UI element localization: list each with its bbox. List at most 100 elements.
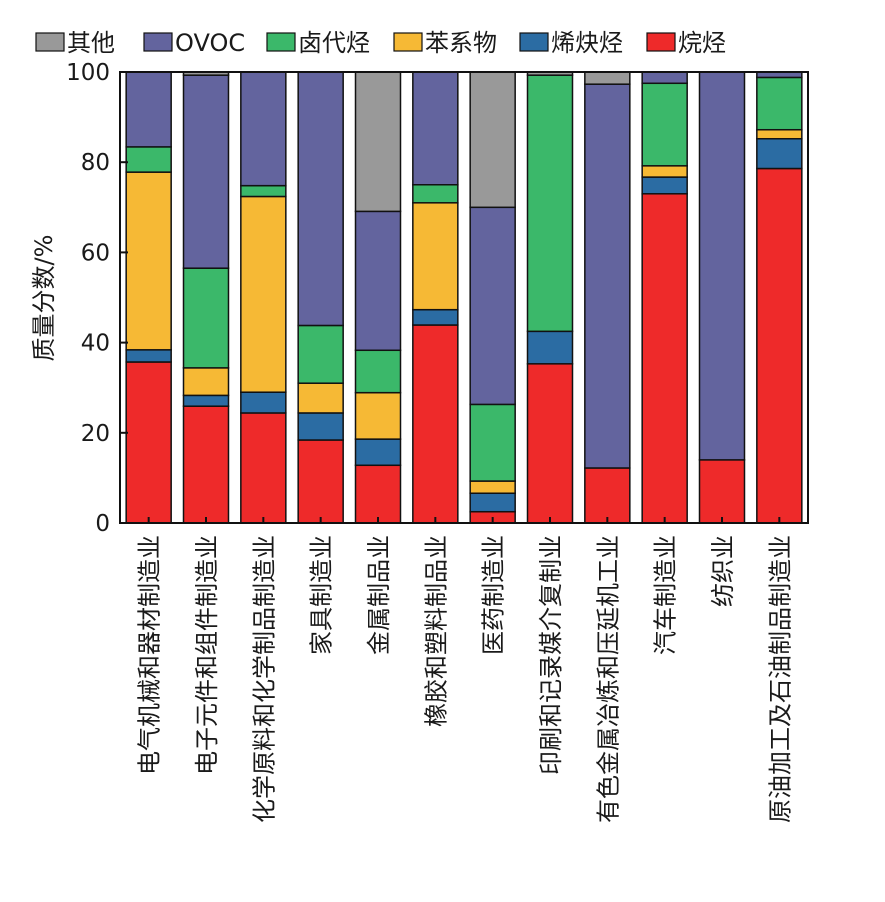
bar-segment: [182, 267, 230, 369]
x-tick-label: 纺织业: [709, 535, 737, 607]
bar-segment: [641, 82, 688, 167]
bar-segment: [182, 405, 230, 524]
legend-label: 卤代烃: [298, 29, 370, 57]
bar-segment: [240, 412, 287, 524]
bar-segment: [297, 439, 344, 524]
x-tick-label: 印刷和记录媒介复制业: [537, 535, 565, 775]
legend-label: 其他: [67, 29, 115, 57]
y-axis: 0 20 40 60 80 100: [66, 60, 128, 537]
y-tick-label: 20: [81, 421, 110, 447]
bar-segment: [354, 464, 402, 524]
bar-segment: [354, 210, 402, 352]
bar-segment: [412, 184, 459, 204]
bar-stack: [469, 71, 516, 524]
bar-segment: [641, 165, 688, 178]
bar-segment: [584, 71, 631, 85]
bars: [125, 71, 803, 524]
bar-segment: [125, 146, 172, 173]
legend-label: 苯系物: [425, 29, 497, 57]
bar-segment: [756, 167, 803, 524]
x-tick-label: 家具制造业: [308, 535, 336, 655]
bar-segment: [641, 71, 688, 85]
bar-segment: [182, 367, 230, 397]
bar-segment: [412, 308, 459, 326]
legend-item: 其他: [35, 29, 115, 57]
bar-segment: [469, 492, 516, 513]
bar-segment: [297, 382, 344, 414]
x-tick-label: 橡胶和塑料制品业: [422, 535, 450, 727]
bar-segment: [641, 193, 688, 524]
bar-segment: [297, 324, 344, 384]
bar-stack: [412, 71, 459, 524]
bar-segment: [469, 480, 516, 494]
legend-label: OVOC: [175, 29, 245, 57]
legend-label: 烯炔烃: [551, 29, 623, 57]
y-tick-label: 60: [81, 240, 110, 266]
plot-frame: [119, 71, 809, 524]
bar-segment: [354, 391, 402, 440]
bar-segment: [469, 206, 516, 406]
legend-item: 卤代烃: [266, 29, 370, 57]
y-tick-label: 40: [81, 331, 110, 357]
bar-segment: [469, 403, 516, 482]
bar-segment: [584, 83, 631, 469]
bar-segment: [240, 184, 287, 198]
x-tick-label: 电气机械和器材制造业: [136, 535, 164, 775]
bar-segment: [412, 202, 459, 311]
legend-swatch: [519, 32, 549, 52]
bar-segment: [125, 171, 172, 351]
legend-swatch: [266, 32, 296, 52]
bar-stack: [756, 71, 803, 524]
bar-segment: [526, 74, 574, 333]
x-tick-label: 有色金属冶炼和压延机工业: [594, 535, 622, 823]
bar-stack: [526, 71, 574, 524]
bar-segment: [756, 128, 803, 140]
legend-item: 苯系物: [393, 29, 497, 57]
bar-segment: [297, 412, 344, 441]
bar-stack: [125, 71, 172, 524]
bar-segment: [182, 394, 230, 407]
bar-stack: [584, 71, 631, 524]
legend-swatch: [143, 32, 173, 52]
x-tick-label: 金属制品业: [365, 535, 393, 655]
bar-segment: [354, 71, 402, 213]
x-tick-label: 化学原料和化学制品制造业: [250, 535, 278, 823]
x-axis: 电气机械和器材制造业 电子元件和组件制造业 化学原料和化学制品制造业 家具制造业 金属制…: [136, 517, 794, 823]
legend-label: 烷烃: [678, 29, 726, 57]
bar-segment: [125, 71, 172, 148]
legend-swatch: [35, 32, 65, 52]
bar-segment: [584, 467, 631, 524]
y-axis-label: 质量分数/%: [30, 235, 58, 362]
bar-segment: [412, 324, 459, 524]
bar-segment: [240, 71, 287, 187]
bar-segment: [125, 361, 172, 524]
bar-segment: [240, 195, 287, 393]
x-tick-label: 医药制造业: [480, 535, 508, 655]
bar-segment: [469, 71, 516, 209]
bar-stack: [182, 71, 230, 524]
bar-segment: [125, 349, 172, 363]
bar-segment: [240, 391, 287, 414]
legend-swatch: [646, 32, 676, 52]
bar-segment: [756, 137, 803, 170]
bar-stack: [698, 71, 746, 524]
bar-segment: [297, 71, 344, 327]
legend: 其他 OVOC 卤代烃 苯系物 烯炔烃 烷烃: [35, 29, 726, 57]
legend-item: OVOC: [143, 29, 245, 57]
bar-segment: [641, 176, 688, 195]
bar-stack: [240, 71, 287, 524]
bar-segment: [698, 459, 746, 524]
x-tick-label: 原油加工及石油制品制造业: [766, 535, 794, 823]
y-tick-label: 80: [81, 150, 110, 176]
legend-item: 烯炔烃: [519, 29, 623, 57]
legend-item: 烷烃: [646, 29, 726, 57]
legend-swatch: [393, 32, 423, 52]
bar-stack: [641, 71, 688, 524]
bar-segment: [698, 71, 746, 461]
bar-segment: [182, 74, 230, 269]
x-tick-label: 电子元件和组件制造业: [193, 535, 221, 775]
bar-segment: [526, 330, 574, 365]
bar-segment: [526, 363, 574, 524]
bar-stack: [297, 71, 344, 524]
